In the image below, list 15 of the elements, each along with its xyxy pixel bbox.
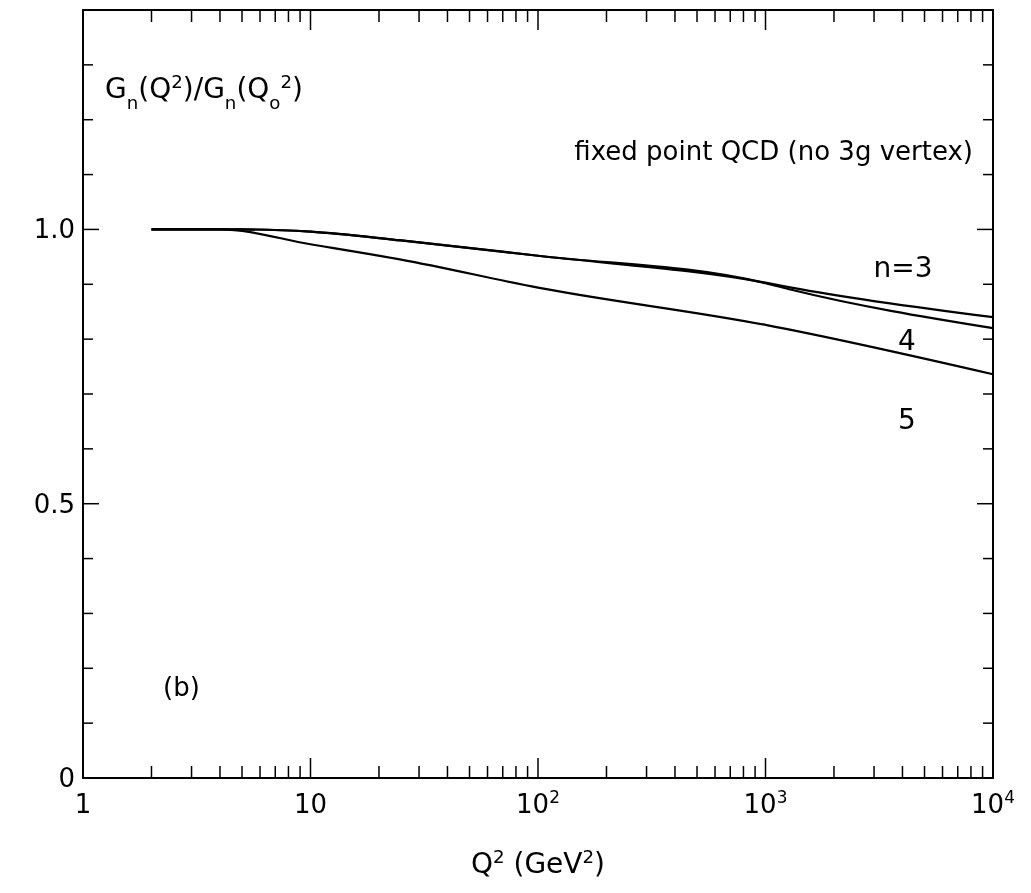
x-tick-label: 1	[74, 789, 92, 819]
annotation: fixed point QCD (no 3g vertex)	[574, 136, 973, 166]
legend-label: 4	[898, 324, 916, 358]
x-tick-label: 10$^{3}$	[743, 787, 788, 819]
y-tick-label: 1.0	[33, 214, 75, 245]
legend-label: n=3	[873, 251, 933, 285]
text: G$_{n}$(Q$^{2}$)/G$_{n}$(Q$_{o}$$^{2}$)	[105, 70, 303, 113]
series-label: 5	[898, 403, 916, 437]
x-tick-label: 10$^{2}$	[516, 787, 560, 819]
y-tick-label: 0	[58, 763, 75, 793]
x-tick-label: 10$^{4}$	[971, 787, 1015, 819]
x-axis-title: Q$^{2}$ (GeV$^{2}$)	[470, 845, 606, 880]
y-tick-label: 0.5	[33, 488, 75, 519]
annotation: (b)	[163, 672, 200, 702]
x-tick-label: 10	[293, 789, 328, 819]
